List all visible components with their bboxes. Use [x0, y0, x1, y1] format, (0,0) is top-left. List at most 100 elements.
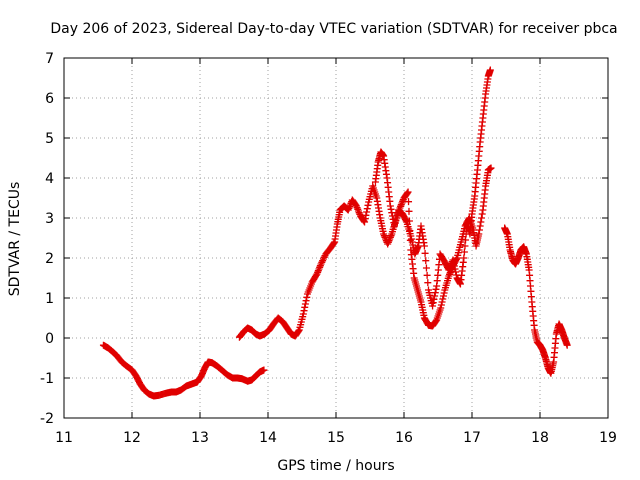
- y-tick-label: 3: [45, 211, 54, 227]
- data-point: [316, 262, 324, 270]
- data-point: [445, 272, 453, 280]
- data-point: [445, 266, 453, 274]
- data-point: [345, 204, 353, 212]
- x-tick-label: 19: [599, 430, 617, 446]
- series-segment-2: [235, 164, 495, 341]
- data-point: [475, 230, 483, 238]
- y-tick-labels: -2 -1 0 1 2 3 4 5 6 7: [40, 51, 54, 427]
- data-point: [422, 257, 430, 265]
- data-point: [316, 263, 324, 271]
- data-point: [301, 303, 309, 311]
- series-segment-1: [99, 341, 268, 400]
- data-point: [461, 242, 469, 250]
- data-point: [385, 237, 393, 245]
- data-point: [303, 293, 311, 301]
- data-point: [437, 304, 445, 312]
- data-point: [438, 298, 446, 306]
- x-axis-label: GPS time / hours: [277, 458, 394, 474]
- x-tick-label: 14: [259, 430, 277, 446]
- data-point: [397, 201, 405, 209]
- data-point: [448, 258, 456, 266]
- data-point: [407, 235, 415, 243]
- data-point: [430, 295, 438, 303]
- data-point: [460, 254, 468, 262]
- data-point: [439, 292, 447, 300]
- data-point: [300, 307, 308, 315]
- series-segment-3: [371, 66, 494, 310]
- y-tick-label: 2: [45, 251, 54, 267]
- data-point: [486, 66, 494, 74]
- y-tick-label: -2: [40, 411, 54, 427]
- data-point: [386, 235, 394, 243]
- y-axis-label: SDTVAR / TECUs: [7, 182, 23, 297]
- data-point: [344, 206, 352, 214]
- data-point: [475, 226, 483, 234]
- data-point: [330, 239, 338, 247]
- data-point: [352, 202, 360, 210]
- data-point: [380, 230, 388, 238]
- data-point: [449, 256, 457, 264]
- data-point: [361, 218, 369, 226]
- axis-ticks: [63, 57, 609, 419]
- x-tick-label: 15: [327, 430, 345, 446]
- data-point: [353, 204, 361, 212]
- data-point: [312, 271, 320, 279]
- data-point: [398, 199, 406, 207]
- data-point: [319, 255, 327, 263]
- y-tick-label: 5: [45, 131, 54, 147]
- y-tick-label: -1: [40, 371, 54, 387]
- chart-title: Day 206 of 2023, Sidereal Day-to-day VTE…: [50, 21, 617, 37]
- data-point: [446, 264, 454, 272]
- data-point: [315, 265, 323, 273]
- data-point: [361, 215, 369, 223]
- data-point: [439, 295, 447, 303]
- data-point: [462, 236, 470, 244]
- data-point: [380, 232, 388, 240]
- data-point: [476, 222, 484, 230]
- data-point: [431, 289, 439, 297]
- data-point: [478, 210, 486, 218]
- data-point: [403, 189, 411, 197]
- data-point: [563, 341, 571, 349]
- data-point: [354, 207, 362, 215]
- data-point: [355, 209, 363, 217]
- data-point: [429, 302, 437, 310]
- data-point: [386, 233, 394, 241]
- x-tick-label: 13: [191, 430, 209, 446]
- y-tick-label: 6: [45, 91, 54, 107]
- y-tick-label: 4: [45, 171, 54, 187]
- data-point: [407, 232, 415, 240]
- data-point: [404, 188, 412, 196]
- data-point: [299, 310, 307, 318]
- data-point: [432, 285, 440, 293]
- data-point: [386, 202, 394, 210]
- data-point: [429, 299, 437, 307]
- data-point: [302, 297, 310, 305]
- data-point: [387, 232, 395, 240]
- data-point: [405, 207, 413, 215]
- data-point: [317, 260, 325, 268]
- data-point: [314, 268, 322, 276]
- data-point: [320, 253, 328, 261]
- data-point: [450, 262, 458, 270]
- data-point: [421, 249, 429, 257]
- data-point: [354, 205, 362, 213]
- data-point: [460, 248, 468, 256]
- data-point: [384, 240, 392, 248]
- data-point: [399, 197, 407, 205]
- data-point: [424, 279, 432, 287]
- y-tick-label: 1: [45, 291, 54, 307]
- data-point: [319, 257, 327, 265]
- data-point: [437, 301, 445, 309]
- data-point: [364, 201, 372, 209]
- data-point: [363, 205, 371, 213]
- x-tick-label: 16: [395, 430, 413, 446]
- data-point: [452, 255, 460, 263]
- y-tick-label: 0: [45, 331, 54, 347]
- x-tick-label: 18: [531, 430, 549, 446]
- data-point: [260, 366, 268, 374]
- data-point: [362, 211, 370, 219]
- x-tick-label: 11: [55, 430, 73, 446]
- data-point: [301, 300, 309, 308]
- y-tick-label: 7: [45, 51, 54, 67]
